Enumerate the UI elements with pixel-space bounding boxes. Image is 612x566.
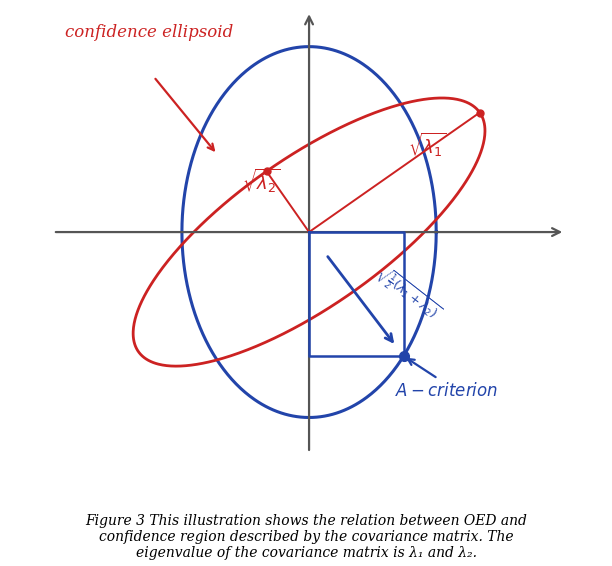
Text: $\sqrt{\lambda_2}$: $\sqrt{\lambda_2}$	[242, 167, 280, 195]
Text: $\sqrt{\lambda_1}$: $\sqrt{\lambda_1}$	[408, 131, 447, 159]
Text: $\sqrt{\frac{1}{2}(\lambda_1+\lambda_2)}$: $\sqrt{\frac{1}{2}(\lambda_1+\lambda_2)}…	[371, 261, 444, 327]
Text: confidence ellipsoid: confidence ellipsoid	[65, 24, 234, 41]
Text: $A-criterion$: $A-criterion$	[395, 382, 498, 400]
Text: Figure 3 This illustration shows the relation between OED and
confidence region : Figure 3 This illustration shows the rel…	[85, 514, 527, 560]
